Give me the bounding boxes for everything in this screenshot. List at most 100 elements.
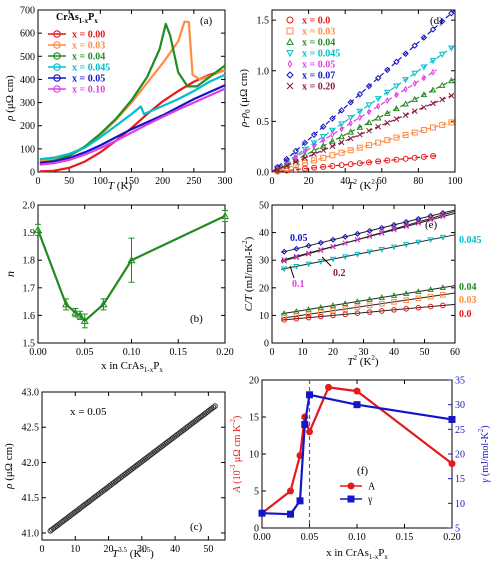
data-point [378, 294, 385, 300]
data-point [448, 92, 455, 99]
data-point [305, 306, 312, 312]
data-point [342, 233, 349, 240]
x-tick-label: 0.15 [170, 347, 188, 358]
data-point [439, 121, 446, 128]
legend-label: x = 0.03 [302, 27, 335, 38]
data-point [301, 165, 308, 172]
data-point [317, 239, 324, 246]
data-point [420, 91, 428, 98]
data-point [415, 239, 422, 246]
y-tick-label: 1.0 [257, 66, 270, 77]
data-point [293, 253, 300, 259]
data-point [296, 497, 304, 505]
legend-marker [347, 482, 355, 490]
data-point [366, 302, 373, 309]
annot-0.03: 0.03 [459, 295, 477, 306]
legend-label: x = 0.045 [302, 49, 340, 60]
panel-label: (e) [425, 219, 438, 231]
panel-a: 0 50 100 150 200 250 300 0 100 200 300 400 500 600 700… [4, 6, 233, 193]
y-tick-label: 41.5 [22, 493, 40, 504]
data-point [357, 114, 362, 122]
data-point [415, 295, 422, 302]
y-tick-label: 40 [259, 228, 269, 239]
data-point [394, 91, 399, 99]
data-point [390, 221, 398, 228]
data-point [320, 154, 327, 161]
data-point [293, 153, 298, 161]
data-point [411, 42, 418, 49]
data-point [384, 66, 391, 74]
panel-label: (f) [357, 465, 368, 477]
y-tick-label: 30 [259, 256, 269, 267]
legend-marker [286, 50, 294, 58]
data-point [293, 315, 300, 322]
legend-marker [286, 82, 294, 90]
data-point [375, 139, 382, 146]
y2-tick-label: 15 [455, 474, 465, 485]
data-point [384, 137, 391, 144]
legend-label: x = 0.0 [302, 16, 330, 27]
fit-line-0.1 [281, 212, 456, 261]
x-axis-label: T3.5 (K1.5) [112, 546, 154, 560]
x-tick-label: 40 [389, 347, 399, 358]
data-point [353, 387, 361, 395]
y-axis-label: C/T (mJ/mol-K2) [241, 236, 255, 311]
data-point [402, 155, 409, 162]
data-point [447, 77, 455, 84]
data-point [301, 139, 309, 147]
data-point [440, 302, 446, 309]
data-point [393, 105, 400, 112]
fit-line-x = 0.05 [271, 69, 438, 173]
data-point [293, 245, 300, 252]
legend-label: x = 0.10 [72, 85, 105, 96]
data-point [319, 134, 327, 141]
data-point [329, 256, 337, 263]
legend-marker [286, 16, 294, 24]
x-tick-label: 0 [270, 347, 275, 358]
data-point [378, 247, 385, 253]
data-point [356, 91, 364, 98]
data-point [311, 151, 317, 157]
data-point [338, 149, 345, 156]
data-point [356, 160, 363, 167]
x-tick-label: 50 [203, 544, 213, 555]
x-tick-label: 0.20 [216, 347, 234, 358]
data-point [402, 112, 409, 118]
data-point [274, 166, 281, 173]
data-point [415, 288, 422, 294]
x-tick-label: 0.10 [348, 532, 366, 543]
data-point [379, 230, 385, 236]
legend-marker [53, 30, 61, 38]
data-point [319, 142, 327, 149]
x-tick-label: 0.15 [396, 532, 414, 543]
data-point [412, 80, 417, 88]
y-axis-label: A (10-3 μΩ cm K-2) [229, 416, 243, 494]
data-point [393, 83, 400, 90]
data-point [421, 104, 427, 111]
data-point [287, 510, 294, 518]
data-point [403, 290, 410, 296]
y-tick-label: 200 [20, 121, 35, 132]
legend-marker [53, 63, 61, 71]
data-point [258, 509, 266, 517]
data-point [429, 58, 437, 65]
data-point [305, 242, 312, 249]
data-point [281, 266, 288, 273]
data-point [366, 127, 372, 134]
data-point [329, 162, 336, 169]
data-point [429, 26, 437, 33]
data-point [311, 157, 318, 164]
data-point [403, 218, 410, 225]
x-tick-label: 100 [448, 176, 463, 187]
y-tick-label: 0 [254, 524, 259, 535]
legend-marker [286, 71, 294, 79]
y-tick-label: 20 [249, 376, 259, 387]
data-point [427, 293, 434, 300]
y-tick-label: 0.5 [257, 117, 270, 128]
data-point [347, 99, 354, 106]
data-point [411, 154, 418, 161]
data-point [438, 18, 446, 25]
y2-tick-label: 35 [455, 376, 465, 387]
x-tick-label: 30 [359, 347, 369, 358]
